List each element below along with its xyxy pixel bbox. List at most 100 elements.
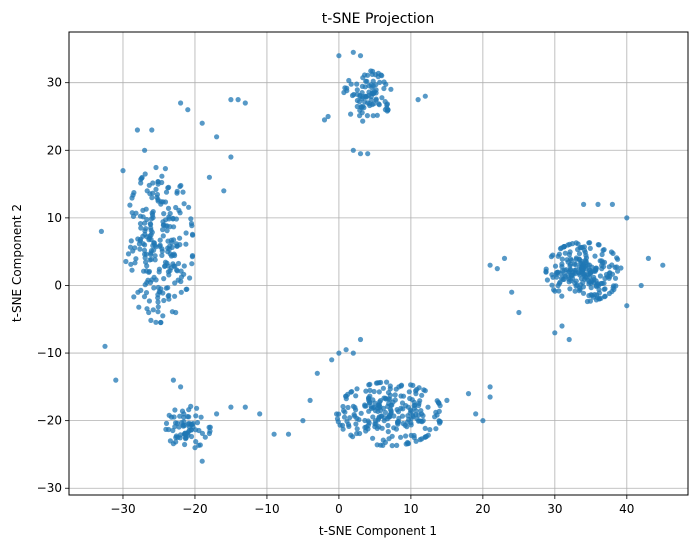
data-point bbox=[509, 289, 515, 295]
data-point bbox=[389, 443, 395, 449]
data-point bbox=[356, 417, 362, 423]
data-point bbox=[413, 438, 419, 444]
data-point bbox=[148, 232, 154, 238]
y-tick-label: 10 bbox=[47, 211, 62, 225]
data-point bbox=[125, 251, 132, 257]
data-point bbox=[595, 201, 601, 207]
data-point bbox=[148, 256, 154, 262]
data-point bbox=[444, 397, 450, 403]
data-point bbox=[157, 237, 163, 243]
data-point bbox=[131, 190, 137, 196]
data-point bbox=[165, 285, 171, 291]
data-point bbox=[618, 265, 624, 271]
data-point bbox=[136, 304, 142, 310]
data-point bbox=[188, 427, 194, 433]
data-point bbox=[181, 201, 187, 207]
data-point bbox=[173, 433, 179, 439]
data-point bbox=[123, 258, 129, 265]
data-point bbox=[138, 236, 144, 242]
data-point bbox=[396, 415, 402, 421]
data-point bbox=[413, 412, 419, 418]
data-point bbox=[199, 120, 205, 126]
data-point bbox=[422, 388, 428, 394]
data-point bbox=[336, 411, 342, 417]
data-point bbox=[350, 350, 356, 356]
data-point bbox=[487, 262, 493, 268]
data-point bbox=[606, 290, 613, 297]
data-point bbox=[146, 298, 152, 304]
data-point bbox=[150, 180, 156, 186]
data-point bbox=[368, 82, 374, 88]
data-point bbox=[556, 288, 562, 294]
data-point bbox=[166, 184, 172, 190]
data-point bbox=[624, 303, 630, 309]
data-point bbox=[561, 276, 567, 282]
data-point bbox=[588, 285, 594, 291]
y-tick-label: −20 bbox=[37, 414, 62, 428]
data-point bbox=[549, 282, 555, 288]
data-point bbox=[178, 278, 184, 285]
data-point bbox=[384, 101, 390, 107]
data-point bbox=[427, 427, 433, 433]
data-point bbox=[365, 151, 371, 157]
data-point bbox=[137, 221, 144, 227]
data-point bbox=[339, 422, 346, 428]
data-point bbox=[149, 277, 155, 283]
data-point bbox=[353, 393, 359, 399]
data-point bbox=[146, 237, 152, 243]
data-point bbox=[365, 422, 371, 428]
data-point bbox=[372, 400, 378, 406]
data-point bbox=[609, 201, 616, 207]
data-point bbox=[346, 77, 352, 84]
data-point bbox=[178, 384, 184, 390]
data-point bbox=[152, 257, 158, 263]
data-point bbox=[417, 437, 423, 443]
data-point bbox=[544, 277, 551, 283]
data-point bbox=[593, 282, 599, 289]
data-point bbox=[186, 414, 192, 420]
data-point bbox=[357, 113, 363, 119]
data-point bbox=[178, 100, 184, 106]
data-point bbox=[154, 194, 160, 200]
data-point bbox=[570, 276, 576, 282]
data-point bbox=[381, 79, 387, 85]
data-point bbox=[371, 90, 377, 96]
data-point bbox=[145, 277, 151, 283]
data-point bbox=[566, 279, 572, 285]
data-point bbox=[144, 263, 150, 269]
data-point bbox=[516, 309, 522, 316]
data-point bbox=[349, 92, 356, 99]
data-point bbox=[575, 241, 581, 247]
data-point bbox=[610, 250, 616, 256]
data-point bbox=[141, 268, 147, 274]
data-point bbox=[394, 407, 400, 413]
data-point bbox=[374, 112, 380, 118]
data-point bbox=[555, 283, 561, 289]
data-point bbox=[166, 412, 172, 418]
data-point bbox=[143, 290, 150, 296]
data-point bbox=[189, 253, 196, 259]
data-point bbox=[177, 413, 183, 419]
data-point bbox=[235, 97, 241, 103]
data-point bbox=[550, 252, 556, 258]
data-point bbox=[198, 414, 204, 420]
data-point bbox=[142, 282, 148, 288]
data-point bbox=[596, 242, 602, 248]
data-point bbox=[167, 210, 173, 217]
data-point bbox=[242, 100, 248, 106]
data-point bbox=[137, 246, 143, 252]
data-point bbox=[363, 78, 369, 84]
data-point bbox=[192, 445, 198, 451]
data-point bbox=[214, 134, 220, 140]
data-point bbox=[566, 269, 572, 275]
data-point bbox=[131, 294, 137, 300]
data-point bbox=[587, 240, 593, 246]
data-point bbox=[415, 97, 421, 103]
data-point bbox=[189, 223, 195, 229]
data-point bbox=[638, 282, 644, 289]
y-tick-label: −30 bbox=[37, 481, 62, 495]
data-point bbox=[391, 413, 397, 419]
data-point bbox=[172, 407, 178, 413]
data-point bbox=[271, 431, 277, 437]
data-point bbox=[366, 382, 372, 388]
